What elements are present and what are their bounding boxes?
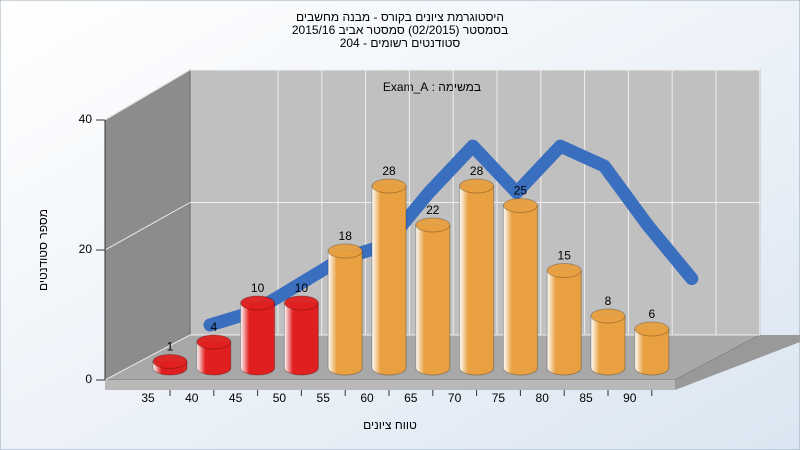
- bar: [502, 198, 538, 376]
- bar-top: [152, 354, 188, 369]
- data-label: 25: [514, 184, 528, 198]
- bar-top: [283, 295, 319, 311]
- bar: [240, 295, 276, 376]
- bar-body: [590, 315, 626, 376]
- bar: [152, 354, 188, 376]
- bar: [283, 295, 319, 376]
- bar-body: [327, 250, 363, 376]
- bar: [459, 178, 495, 376]
- data-label: 28: [382, 164, 396, 178]
- bar-top: [196, 334, 232, 350]
- bar-body: [459, 185, 495, 376]
- x-axis-label: טווח ציונים: [363, 418, 417, 432]
- x-tick-label: 35: [141, 391, 155, 405]
- x-tick-label: 90: [623, 391, 637, 405]
- bar-body: [283, 302, 319, 376]
- bar-body: [371, 185, 407, 376]
- bar: [196, 334, 232, 376]
- fit-curve: [203, 139, 699, 332]
- bar: [590, 308, 626, 376]
- bar-top: [590, 308, 626, 324]
- bar: [371, 178, 407, 376]
- grid-line: [104, 202, 191, 251]
- bar: [546, 263, 582, 376]
- x-tick-label: 65: [404, 391, 418, 405]
- bar-top: [240, 295, 276, 311]
- data-label: 4: [210, 320, 217, 334]
- x-tick-label: 50: [273, 391, 287, 405]
- bar-body: [196, 341, 232, 376]
- data-label: 28: [470, 164, 484, 178]
- data-label: 22: [426, 203, 440, 217]
- bar-top: [546, 263, 582, 278]
- bar: [634, 321, 670, 376]
- bar-top: [415, 217, 451, 233]
- title-line: בסמסטר (02/2015) סמסטר אביב 2015/16: [292, 23, 508, 37]
- floor-edge: [675, 335, 800, 390]
- bar-top: [502, 198, 538, 213]
- x-tick-label: 60: [360, 391, 374, 405]
- y-tick-label: 20: [79, 242, 93, 256]
- y-tick-label: 0: [85, 372, 92, 386]
- data-label: 18: [339, 229, 353, 243]
- x-tick-label: 85: [579, 391, 593, 405]
- bar-top: [634, 321, 670, 337]
- bar-body: [415, 224, 451, 376]
- x-tick-label: 40: [185, 391, 199, 405]
- data-label: 15: [558, 249, 572, 263]
- data-label: 6: [648, 307, 655, 321]
- left-wall: [104, 69, 191, 381]
- bar: [415, 217, 451, 376]
- data-label: 8: [605, 294, 612, 308]
- bar-top: [459, 178, 495, 194]
- title-line: היסטוגרמת ציונים בקורס - מבנה מחשבים: [296, 10, 504, 24]
- floor-front: [105, 380, 675, 390]
- grid-line: [104, 69, 191, 121]
- x-tick-label: 70: [448, 391, 462, 405]
- x-tick-label: 80: [536, 391, 550, 405]
- y-axis-label: מספר סטודנטים: [36, 209, 50, 291]
- bar-top: [327, 243, 363, 259]
- bar-body: [240, 302, 276, 376]
- bar-body: [546, 270, 582, 376]
- x-tick-label: 45: [229, 391, 243, 405]
- y-tick-label: 40: [79, 112, 93, 126]
- bar: [327, 243, 363, 376]
- annotation: במשימה : Exam_A: [383, 80, 481, 94]
- data-label: 1: [167, 340, 174, 354]
- bar-body: [634, 328, 670, 376]
- grid-line: [104, 334, 191, 381]
- data-label: 10: [251, 281, 265, 295]
- x-tick-label: 55: [317, 391, 331, 405]
- x-tick-label: 75: [492, 391, 506, 405]
- bar-body: [502, 205, 538, 376]
- data-label: 10: [295, 281, 309, 295]
- bar-top: [371, 178, 407, 194]
- title-line: סטודנטים רשומים - 204: [340, 36, 461, 50]
